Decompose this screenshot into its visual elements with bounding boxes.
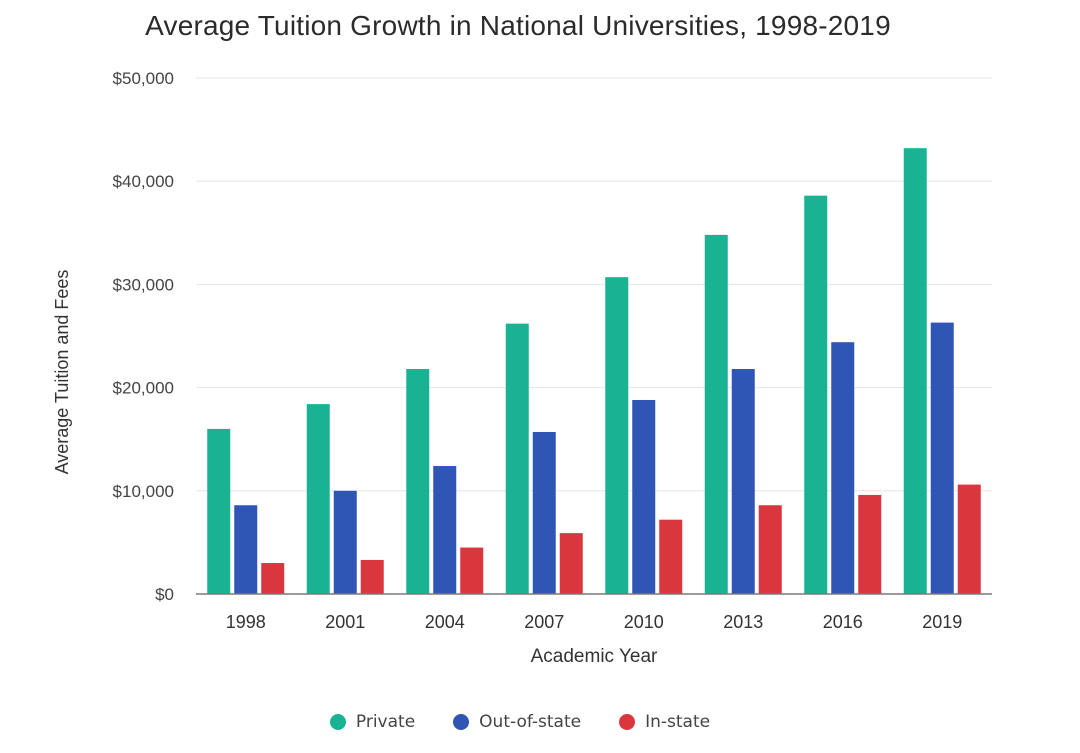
- bar-in-state-2001: [360, 559, 384, 594]
- legend-item-in-state: In-state: [619, 712, 710, 732]
- bar-out-of-state-2019: [930, 322, 954, 594]
- x-tick-label: 2001: [325, 612, 365, 632]
- bar-private-2019: [903, 148, 927, 594]
- legend-swatch: [619, 714, 636, 730]
- y-tick-label: $40,000: [113, 172, 174, 191]
- bar-out-of-state-2004: [433, 466, 457, 594]
- y-tick-label: $10,000: [113, 482, 174, 501]
- chart-plot: $0 $10,000 $20,000 $30,000 $40,000 $50,000 19…: [52, 69, 992, 667]
- x-tick-label: 1998: [226, 612, 266, 632]
- x-tick-label: 2004: [425, 612, 465, 632]
- bar-private-2001: [306, 404, 330, 594]
- y-tick-label: $50,000: [113, 69, 174, 88]
- bar-private-2016: [804, 195, 828, 594]
- y-tick-label: $0: [155, 585, 174, 604]
- bar-out-of-state-2010: [632, 399, 656, 594]
- legend: Private Out-of-state In-state: [0, 712, 1040, 732]
- legend-label: Private: [355, 712, 416, 732]
- bar-in-state-2010: [659, 519, 683, 594]
- bar-out-of-state-2013: [731, 369, 755, 594]
- bar-out-of-state-2001: [333, 490, 357, 594]
- bar-private-2007: [505, 323, 529, 594]
- legend-item-out-of-state: Out-of-state: [453, 712, 581, 732]
- legend-swatch: [329, 714, 346, 730]
- y-axis-label: Average Tuition and Fees: [52, 270, 72, 475]
- x-tick-label: 2013: [723, 612, 763, 632]
- y-tick-label: $20,000: [113, 379, 174, 398]
- bar-out-of-state-2007: [532, 431, 556, 594]
- bar-private-2004: [406, 369, 430, 594]
- bar-in-state-1998: [261, 563, 285, 594]
- x-axis-label: Academic Year: [531, 646, 658, 667]
- bar-in-state-2007: [559, 533, 583, 594]
- y-tick-label: $30,000: [113, 275, 174, 294]
- bar-in-state-2004: [460, 547, 484, 594]
- legend-label: In-state: [645, 712, 711, 732]
- x-axis-ticks: 1998 2001 2004 2007 2010 2013 2016 2019: [226, 612, 963, 632]
- chart-title: Average Tuition Growth in National Unive…: [145, 10, 891, 41]
- legend-swatch: [453, 714, 470, 730]
- bar-private-2013: [704, 234, 728, 594]
- bar-in-state-2019: [957, 484, 981, 594]
- bar-in-state-2013: [758, 505, 782, 594]
- x-tick-label: 2019: [922, 612, 962, 632]
- legend-label: Out-of-state: [479, 712, 582, 732]
- bar-in-state-2016: [858, 494, 882, 594]
- bar-private-1998: [207, 428, 231, 594]
- y-axis-ticks: $0 $10,000 $20,000 $30,000 $40,000 $50,000: [113, 69, 174, 604]
- bar-out-of-state-2016: [831, 342, 855, 594]
- legend-item-private: Private: [329, 712, 416, 732]
- x-tick-label: 2007: [524, 612, 564, 632]
- x-tick-label: 2010: [624, 612, 664, 632]
- x-tick-label: 2016: [823, 612, 863, 632]
- bars: [207, 148, 981, 594]
- bar-out-of-state-1998: [234, 505, 258, 594]
- bar-private-2010: [605, 277, 629, 594]
